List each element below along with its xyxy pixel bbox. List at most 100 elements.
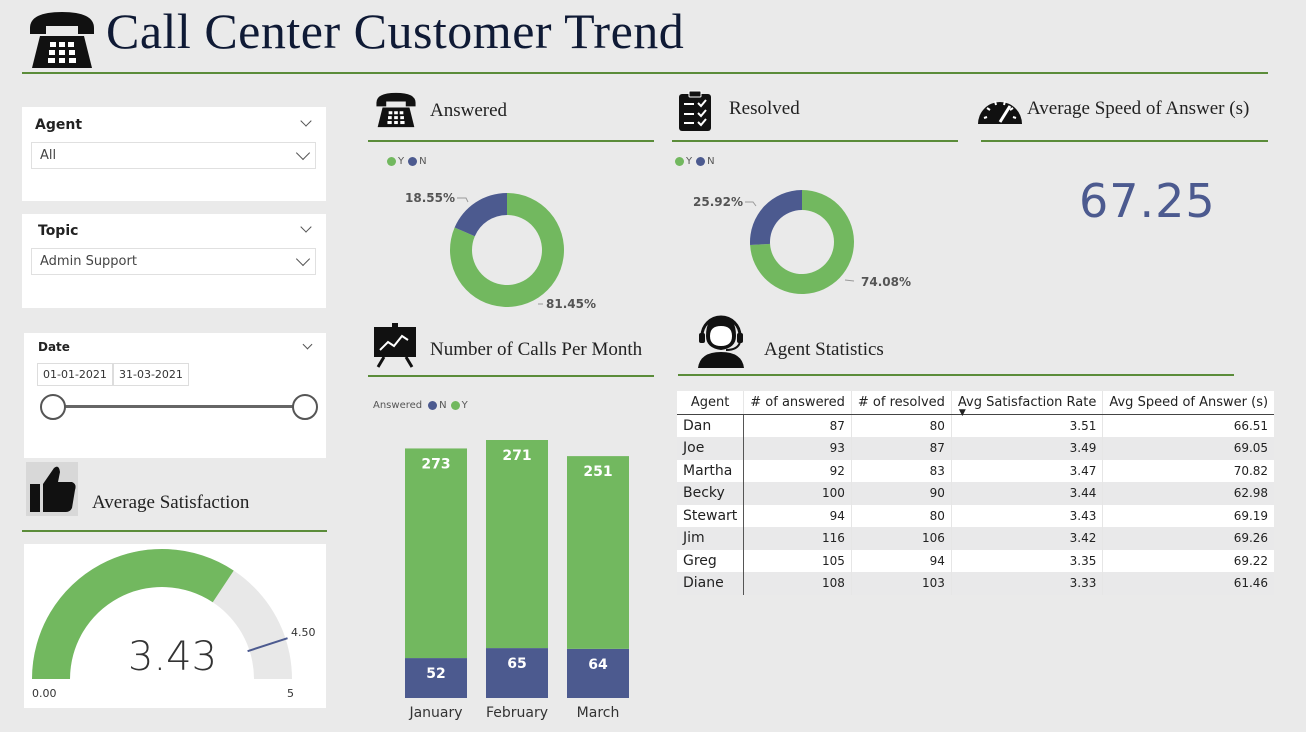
bar-n-march[interactable]	[567, 648, 629, 698]
legend-y-label: Y	[461, 400, 468, 411]
cell-answered: 105	[743, 549, 852, 572]
topic-slicer-title: Topic	[38, 223, 79, 239]
cell-answered: 108	[743, 572, 852, 595]
avg-satisfaction-divider	[22, 530, 327, 532]
cell-agent: Diane	[677, 572, 745, 595]
calls-per-month-title: Number of Calls Per Month	[430, 339, 643, 360]
bar-n-label: 64	[588, 657, 608, 673]
x-axis-tick-label: March	[577, 705, 620, 721]
cell-speed: 62.98	[1102, 482, 1275, 505]
table-row[interactable]: Joe 93 87 3.49 69.05	[677, 437, 1275, 460]
bar-y-january[interactable]	[405, 448, 467, 659]
chevron-down-icon[interactable]	[302, 339, 313, 350]
cell-answered: 87	[743, 414, 852, 437]
chevron-down-icon[interactable]	[300, 115, 312, 127]
cell-agent: Dan	[677, 414, 745, 437]
bar-n-label: 65	[507, 656, 526, 672]
header-satisfaction-label: Avg Satisfaction Rate	[957, 395, 1097, 410]
bar-y-february[interactable]	[486, 440, 548, 649]
calls-per-month-divider	[368, 375, 654, 377]
table-row[interactable]: Diane 108 103 3.33 61.46	[677, 572, 1275, 595]
donut-slice-y[interactable]	[450, 193, 564, 307]
agent-stats-divider	[678, 374, 1234, 376]
cell-satisfaction: 3.44	[950, 482, 1103, 505]
cell-satisfaction: 3.51	[950, 414, 1103, 437]
cell-answered: 94	[743, 504, 852, 527]
donut-slice-n[interactable]	[454, 193, 507, 237]
table-row[interactable]: Martha 92 83 3.47 70.82	[677, 459, 1275, 482]
cell-resolved: 90	[850, 482, 952, 505]
date-start-input[interactable]: 01-01-2021	[37, 363, 113, 386]
cell-agent: Greg	[677, 549, 745, 572]
date-slider-start-handle[interactable]	[40, 394, 66, 420]
gauge-target-label: 4.50	[291, 626, 316, 639]
cell-agent: Jim	[677, 527, 745, 550]
gauge-target-marker	[247, 637, 288, 653]
legend-y-dot	[387, 157, 396, 166]
date-end-input[interactable]: 31-03-2021	[113, 363, 189, 386]
phone-icon	[374, 89, 418, 131]
calls-legend: Answered N Y	[373, 400, 468, 411]
header-answered[interactable]: # of answered	[743, 391, 852, 415]
header-resolved[interactable]: # of resolved	[850, 391, 952, 415]
header-speed[interactable]: Avg Speed of Answer (s)	[1102, 391, 1275, 415]
table-row[interactable]: Becky 100 90 3.44 62.98	[677, 482, 1275, 505]
agent-dropdown-value: All	[40, 148, 57, 163]
chevron-down-icon	[295, 145, 311, 161]
clipboard-check-icon	[678, 90, 712, 132]
bar-n-february[interactable]	[486, 648, 548, 698]
sort-desc-icon: ▼	[958, 408, 966, 418]
presentation-chart-icon	[372, 322, 418, 368]
topic-dropdown[interactable]: Admin Support	[31, 248, 316, 275]
satisfaction-gauge	[32, 549, 292, 679]
cell-satisfaction: 3.35	[950, 549, 1103, 572]
avg-satisfaction-title: Average Satisfaction	[92, 492, 250, 513]
page-title: Call Center Customer Trend	[106, 3, 685, 59]
donut-leader-line	[844, 279, 855, 282]
cell-resolved: 103	[850, 572, 952, 595]
answered-donut-chart: 81.45% 18.55%	[405, 191, 596, 311]
bar-n-january[interactable]	[405, 658, 467, 698]
legend-n-label: N	[419, 156, 427, 167]
cell-satisfaction: 3.49	[950, 437, 1103, 460]
bar-y-march[interactable]	[567, 456, 629, 649]
cell-answered: 116	[743, 527, 852, 550]
date-slider-end-handle[interactable]	[292, 394, 318, 420]
cell-agent: Joe	[677, 437, 745, 460]
header-agent[interactable]: Agent	[677, 391, 744, 415]
chevron-down-icon[interactable]	[300, 221, 312, 233]
table-row[interactable]: Stewart 94 80 3.43 69.19	[677, 504, 1275, 527]
speedometer-icon	[976, 88, 1024, 128]
avg-speed-title: Average Speed of Answer (s)	[1027, 98, 1250, 119]
donut-slice-n[interactable]	[750, 190, 802, 246]
cell-resolved: 80	[850, 504, 952, 527]
avg-speed-divider	[981, 140, 1268, 142]
resolved-legend: Y N	[675, 156, 715, 167]
agent-dropdown[interactable]: All	[31, 142, 316, 169]
gauge-value: 3.43	[128, 634, 218, 680]
legend-n-dot	[408, 157, 418, 166]
agent-slicer-title: Agent	[35, 117, 83, 133]
x-axis-tick-label: February	[486, 705, 548, 721]
header-divider	[22, 72, 1268, 74]
cell-speed: 61.46	[1102, 572, 1275, 595]
bar-n-label: 52	[426, 666, 445, 682]
resolved-title: Resolved	[729, 98, 800, 119]
cell-agent: Stewart	[677, 504, 745, 527]
legend-y-label: Y	[398, 156, 405, 167]
table-row[interactable]: Jim 116 106 3.42 69.26	[677, 527, 1275, 550]
cell-resolved: 87	[850, 437, 952, 460]
table-header-row: Agent # of answered # of resolved Avg Sa…	[677, 391, 1275, 418]
table-row[interactable]: Dan 87 80 3.51 66.51	[677, 414, 1275, 437]
donut-slice-y[interactable]	[750, 190, 854, 294]
resolved-divider	[672, 140, 958, 142]
calls-per-month-bar-chart: 52 273 January 65 271 February 64 251 March	[405, 440, 629, 721]
header-satisfaction[interactable]: Avg Satisfaction Rate ▼	[950, 391, 1103, 418]
donut-data-label: 81.45%	[546, 297, 596, 311]
table-row[interactable]: Greg 105 94 3.35 69.22	[677, 549, 1275, 572]
agent-headset-icon	[696, 314, 746, 368]
legend-n-label: N	[707, 156, 715, 167]
cell-satisfaction: 3.42	[950, 527, 1103, 550]
gauge-min-label: 0.00	[32, 687, 57, 700]
x-axis-tick-label: January	[408, 705, 462, 721]
